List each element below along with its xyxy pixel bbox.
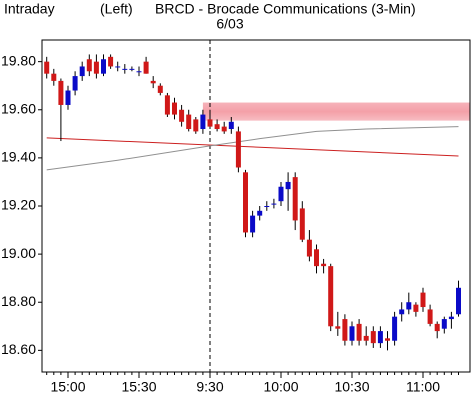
candle-body bbox=[243, 172, 248, 233]
candle-body bbox=[157, 85, 163, 93]
candle-body bbox=[377, 331, 383, 344]
candle-body bbox=[278, 186, 284, 202]
candle-body bbox=[172, 102, 177, 115]
y-tick-label: 19.20 bbox=[1, 197, 36, 213]
candle-body bbox=[250, 215, 256, 233]
candle-body bbox=[186, 114, 192, 130]
y-tick-label: 19.80 bbox=[1, 52, 36, 68]
candle-body bbox=[108, 56, 114, 67]
candle-body bbox=[306, 239, 312, 257]
candle-body bbox=[299, 208, 305, 240]
candle-body bbox=[51, 73, 57, 81]
candle-body bbox=[193, 119, 199, 132]
y-tick-label: 19.00 bbox=[1, 245, 36, 261]
x-tick-label: 9:30 bbox=[196, 379, 223, 395]
overlay-line bbox=[46, 126, 459, 171]
y-tick-label: 19.40 bbox=[1, 149, 36, 165]
candle-body bbox=[207, 119, 213, 127]
candle-body bbox=[150, 80, 156, 84]
x-tick-label: 11:00 bbox=[406, 379, 440, 395]
candle-body bbox=[392, 316, 398, 341]
candle-body bbox=[235, 131, 241, 168]
candle-body bbox=[363, 335, 369, 341]
candle-body bbox=[427, 309, 433, 324]
candle-body bbox=[328, 266, 334, 327]
candle-body bbox=[448, 316, 454, 320]
candle-body bbox=[413, 304, 419, 312]
candle-body bbox=[314, 249, 319, 267]
plot-frame bbox=[41, 39, 471, 373]
date-label: 6/03 bbox=[216, 16, 243, 32]
candle-body bbox=[129, 68, 135, 70]
candle-body bbox=[399, 309, 405, 315]
chart-title: BRCD - Brocade Communications (3-Min) bbox=[155, 1, 416, 17]
candle-body bbox=[65, 90, 71, 105]
candle-body bbox=[115, 66, 121, 68]
x-tick-label: 10:30 bbox=[334, 379, 369, 395]
y-tick-label: 18.60 bbox=[1, 341, 36, 357]
header-label: (Left) bbox=[100, 1, 133, 17]
candle-body bbox=[136, 71, 142, 73]
candle-body bbox=[406, 302, 412, 310]
x-tick-label: 15:30 bbox=[121, 379, 156, 395]
candle-body bbox=[356, 323, 362, 341]
candle-body bbox=[257, 210, 263, 216]
candle-body bbox=[434, 323, 440, 332]
candle-body bbox=[271, 203, 277, 205]
candle-body bbox=[200, 114, 206, 130]
candle-body bbox=[441, 319, 447, 329]
candle-body bbox=[143, 61, 149, 74]
candle-body bbox=[349, 326, 355, 341]
y-tick-label: 19.60 bbox=[1, 100, 36, 116]
x-tick-label: 10:00 bbox=[263, 379, 298, 395]
candle-body bbox=[72, 76, 78, 91]
candle-body bbox=[79, 66, 85, 77]
candle-body bbox=[264, 206, 270, 207]
candle-body bbox=[214, 124, 220, 130]
candle-body bbox=[164, 95, 170, 115]
candle-body bbox=[58, 80, 64, 105]
candle-body bbox=[321, 263, 327, 267]
y-tick-label: 18.80 bbox=[1, 293, 36, 309]
x-tick-label: 15:00 bbox=[50, 379, 85, 395]
candle-body bbox=[44, 61, 50, 74]
candle-body bbox=[292, 177, 298, 221]
candle-body bbox=[342, 319, 348, 341]
candle-body bbox=[228, 121, 234, 130]
candle-body bbox=[370, 331, 376, 344]
candle-body bbox=[335, 326, 341, 329]
candle-body bbox=[420, 292, 426, 308]
header-label: Intraday bbox=[4, 1, 55, 17]
candle-body bbox=[285, 181, 291, 190]
candle-body bbox=[385, 338, 390, 341]
candle-body bbox=[101, 59, 106, 74]
band-shade bbox=[202, 102, 470, 121]
overlay-line bbox=[46, 137, 459, 157]
candle-body bbox=[179, 109, 185, 122]
candle-body bbox=[122, 68, 128, 70]
candle-body bbox=[456, 287, 461, 315]
candle-body bbox=[86, 59, 92, 72]
candle-body bbox=[93, 61, 99, 74]
candle-body bbox=[221, 126, 227, 132]
